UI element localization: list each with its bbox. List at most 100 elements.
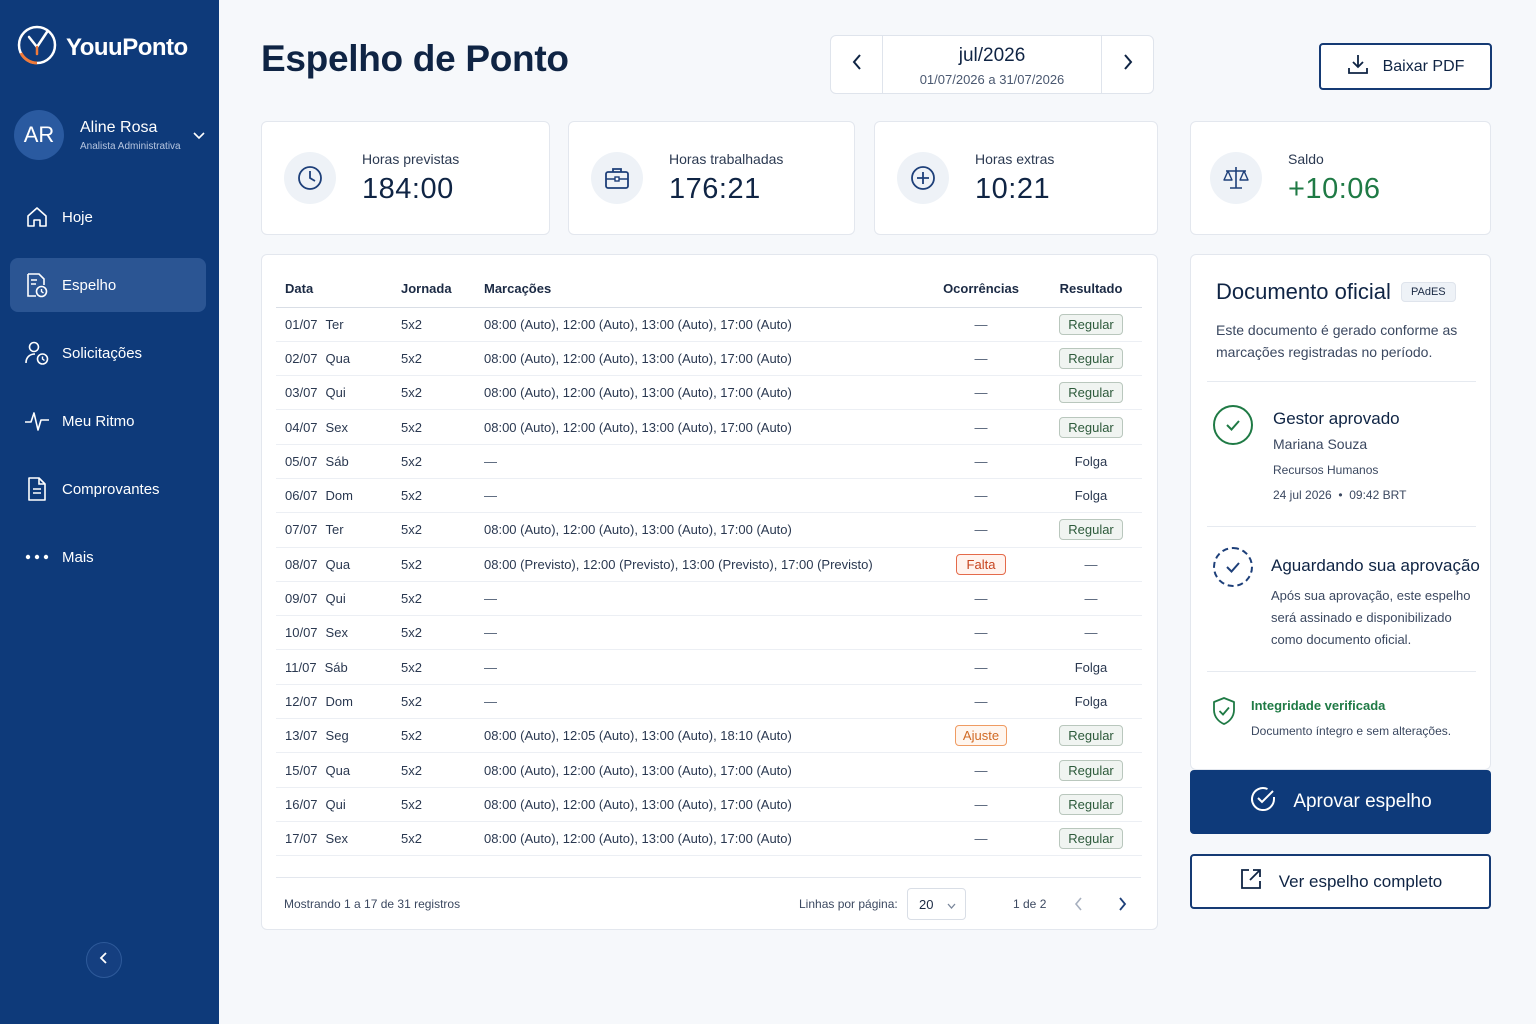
weekday-value: Sáb [325,453,349,469]
plus-circle-icon [897,152,949,204]
records-count: Mostrando 1 a 17 de 31 registros [284,897,461,911]
cell-ocorrencia: — [922,341,1040,377]
briefcase-icon [591,152,643,204]
cell-ocorrencia: — [922,581,1040,617]
approved-title: Gestor aprovado [1273,409,1400,428]
cell-resultado: Regular [1040,512,1142,548]
sidebar-item-label: Espelho [62,276,117,294]
weekday-value: Seg [325,728,349,744]
weekday-value: Qua [325,350,351,366]
column-header-jornada[interactable]: Jornada [392,271,475,308]
table-row[interactable]: 15/07 Qua 5x2 08:00 (Auto), 12:00 (Auto), 1… [276,752,1142,788]
cell-resultado: — [1040,547,1142,582]
sidebar-item-label: Mais [62,548,94,566]
table-row[interactable]: 06/07 Dom 5x2— — Folga [276,478,1142,514]
weekday-value: Qui [325,796,346,812]
table-row[interactable]: 07/07 Ter 5x2 08:00 (Auto), 12:00 (Auto), 1… [276,512,1142,548]
sidebar-item-espelho[interactable]: Espelho [10,258,206,312]
collapse-sidebar-button[interactable] [86,942,122,978]
cell-marcacoes: — [475,684,922,720]
cell-resultado: Regular [1040,409,1142,445]
table-row[interactable]: 11/07 Sáb 5x2— — Folga [276,649,1142,685]
cell-ocorrencia: — [922,409,1040,445]
pending-check-icon [1213,547,1253,587]
avatar: AR [14,110,64,160]
next-period-button[interactable] [1101,36,1153,93]
sidebar-item-comprovantes[interactable]: Comprovantes [10,462,206,516]
approve-label: Aprovar espelho [1293,791,1432,812]
sidebar-item-solicitacoes[interactable]: Solicitações [10,326,206,380]
sidebar-nav: Hoje Espelho Solicitações Meu Ritmo Comp… [10,190,206,598]
falta-badge[interactable]: Falta [955,553,1007,575]
table-row[interactable]: 04/07 Sex 5x2 08:00 (Auto), 12:00 (Auto), 1… [276,409,1142,445]
chevron-down-icon[interactable] [192,128,206,142]
column-header-resultado[interactable]: Resultado [1040,271,1142,308]
brand[interactable]: YouuPonto [16,24,188,71]
cell-ocorrencia: — [922,512,1040,548]
chevron-right-icon [1117,897,1129,917]
ajuste-badge[interactable]: Ajuste [954,725,1008,747]
table-row[interactable]: 02/07 Qua 5x2 08:00 (Auto), 12:00 (Auto), 1… [276,341,1142,377]
sidebar-item-meu-ritmo[interactable]: Meu Ritmo [10,394,206,448]
column-header-marcacoes[interactable]: Marcações [475,271,922,308]
empty-value: — [974,796,988,812]
cell-jornada: 5x2 [392,684,475,720]
table-row[interactable]: 12/07 Dom 5x2— — Folga [276,684,1142,720]
table-row[interactable]: 17/07 Sex 5x2 08:00 (Auto), 12:00 (Auto), 1… [276,821,1142,857]
cell-date: 10/07 Sex [276,615,392,651]
column-header-ocorrencias[interactable]: Ocorrências [922,271,1040,308]
sidebar-item-label: Comprovantes [62,480,160,498]
divider [1207,671,1476,672]
sidebar-item-mais[interactable]: Mais [10,530,206,584]
status-badge: Regular [1059,725,1123,747]
sidebar-item-hoje[interactable]: Hoje [10,190,206,244]
cell-jornada: 5x2 [392,547,475,582]
cell-ocorrencia: — [922,478,1040,514]
cell-marcacoes: — [475,581,922,617]
view-full-timesheet-button[interactable]: Ver espelho completo [1190,854,1491,909]
stat-value: +10:06 [1288,172,1381,205]
previous-page-button[interactable] [1072,895,1084,918]
table-row[interactable]: 05/07 Sáb 5x2— — Folga [276,444,1142,479]
cell-resultado: Folga [1040,444,1142,479]
table-row[interactable]: 08/07 Qua 5x2 08:00 (Previsto), 12:00 (Prev… [276,547,1142,582]
divider [1207,381,1476,382]
timesheet-table-card: Data Jornada Marcações Ocorrências Resul… [261,254,1158,930]
date-value: 06/07 [285,488,318,504]
table-row[interactable]: 16/07 Qui 5x2 08:00 (Auto), 12:00 (Auto), 1… [276,787,1142,822]
empty-value: — [1084,591,1098,607]
home-icon [24,204,50,230]
weekday-value: Sáb [324,659,348,675]
integrity-title: Integridade verificada [1251,698,1386,713]
cell-jornada: 5x2 [392,478,475,514]
user-menu[interactable]: AR Aline Rosa Analista Administrativa [14,110,206,160]
previous-period-button[interactable] [831,36,883,93]
table-row[interactable]: 10/07 Sex 5x2— — — [276,615,1142,651]
approve-timesheet-button[interactable]: Aprovar espelho [1190,770,1491,834]
logo-icon [16,24,58,71]
table-row[interactable]: 09/07 Qui 5x2— — — [276,581,1142,617]
period-range: 01/07/2026 a 31/07/2026 [919,72,1065,87]
cell-date: 15/07 Qua [276,752,392,788]
period-display[interactable]: jul/2026 01/07/2026 a 31/07/2026 [883,36,1101,93]
more-icon [24,544,50,570]
cell-marcacoes: 08:00 (Auto), 12:00 (Auto), 13:00 (Auto)… [475,752,922,788]
column-header-data[interactable]: Data [276,271,392,308]
next-page-button[interactable] [1117,895,1129,918]
empty-value: — [974,693,988,709]
weekday-value: Dom [325,488,353,504]
download-pdf-button[interactable]: Baixar PDF [1319,43,1492,90]
cell-ocorrencia: — [922,307,1040,342]
date-value: 10/07 [285,625,318,641]
cell-jornada: 5x2 [392,649,475,685]
rows-per-page-select[interactable]: 20 [907,888,966,920]
cell-marcacoes: 08:00 (Auto), 12:00 (Auto), 13:00 (Auto)… [475,341,922,377]
date-value: 02/07 [285,350,318,366]
folga-label: Folga [1074,659,1108,675]
cell-ocorrencia: Ajuste [922,718,1040,754]
table-row[interactable]: 03/07 Qui 5x2 08:00 (Auto), 12:00 (Auto), 1… [276,375,1142,411]
table-row[interactable]: 13/07 Seg 5x2 08:00 (Auto), 12:05 (Auto), 1… [276,718,1142,754]
timesheet-table: Data Jornada Marcações Ocorrências Resul… [276,271,1142,857]
cell-marcacoes: 08:00 (Auto), 12:00 (Auto), 13:00 (Auto)… [475,307,922,342]
table-row[interactable]: 01/07 Ter 5x2 08:00 (Auto), 12:00 (Auto), 1… [276,307,1142,342]
